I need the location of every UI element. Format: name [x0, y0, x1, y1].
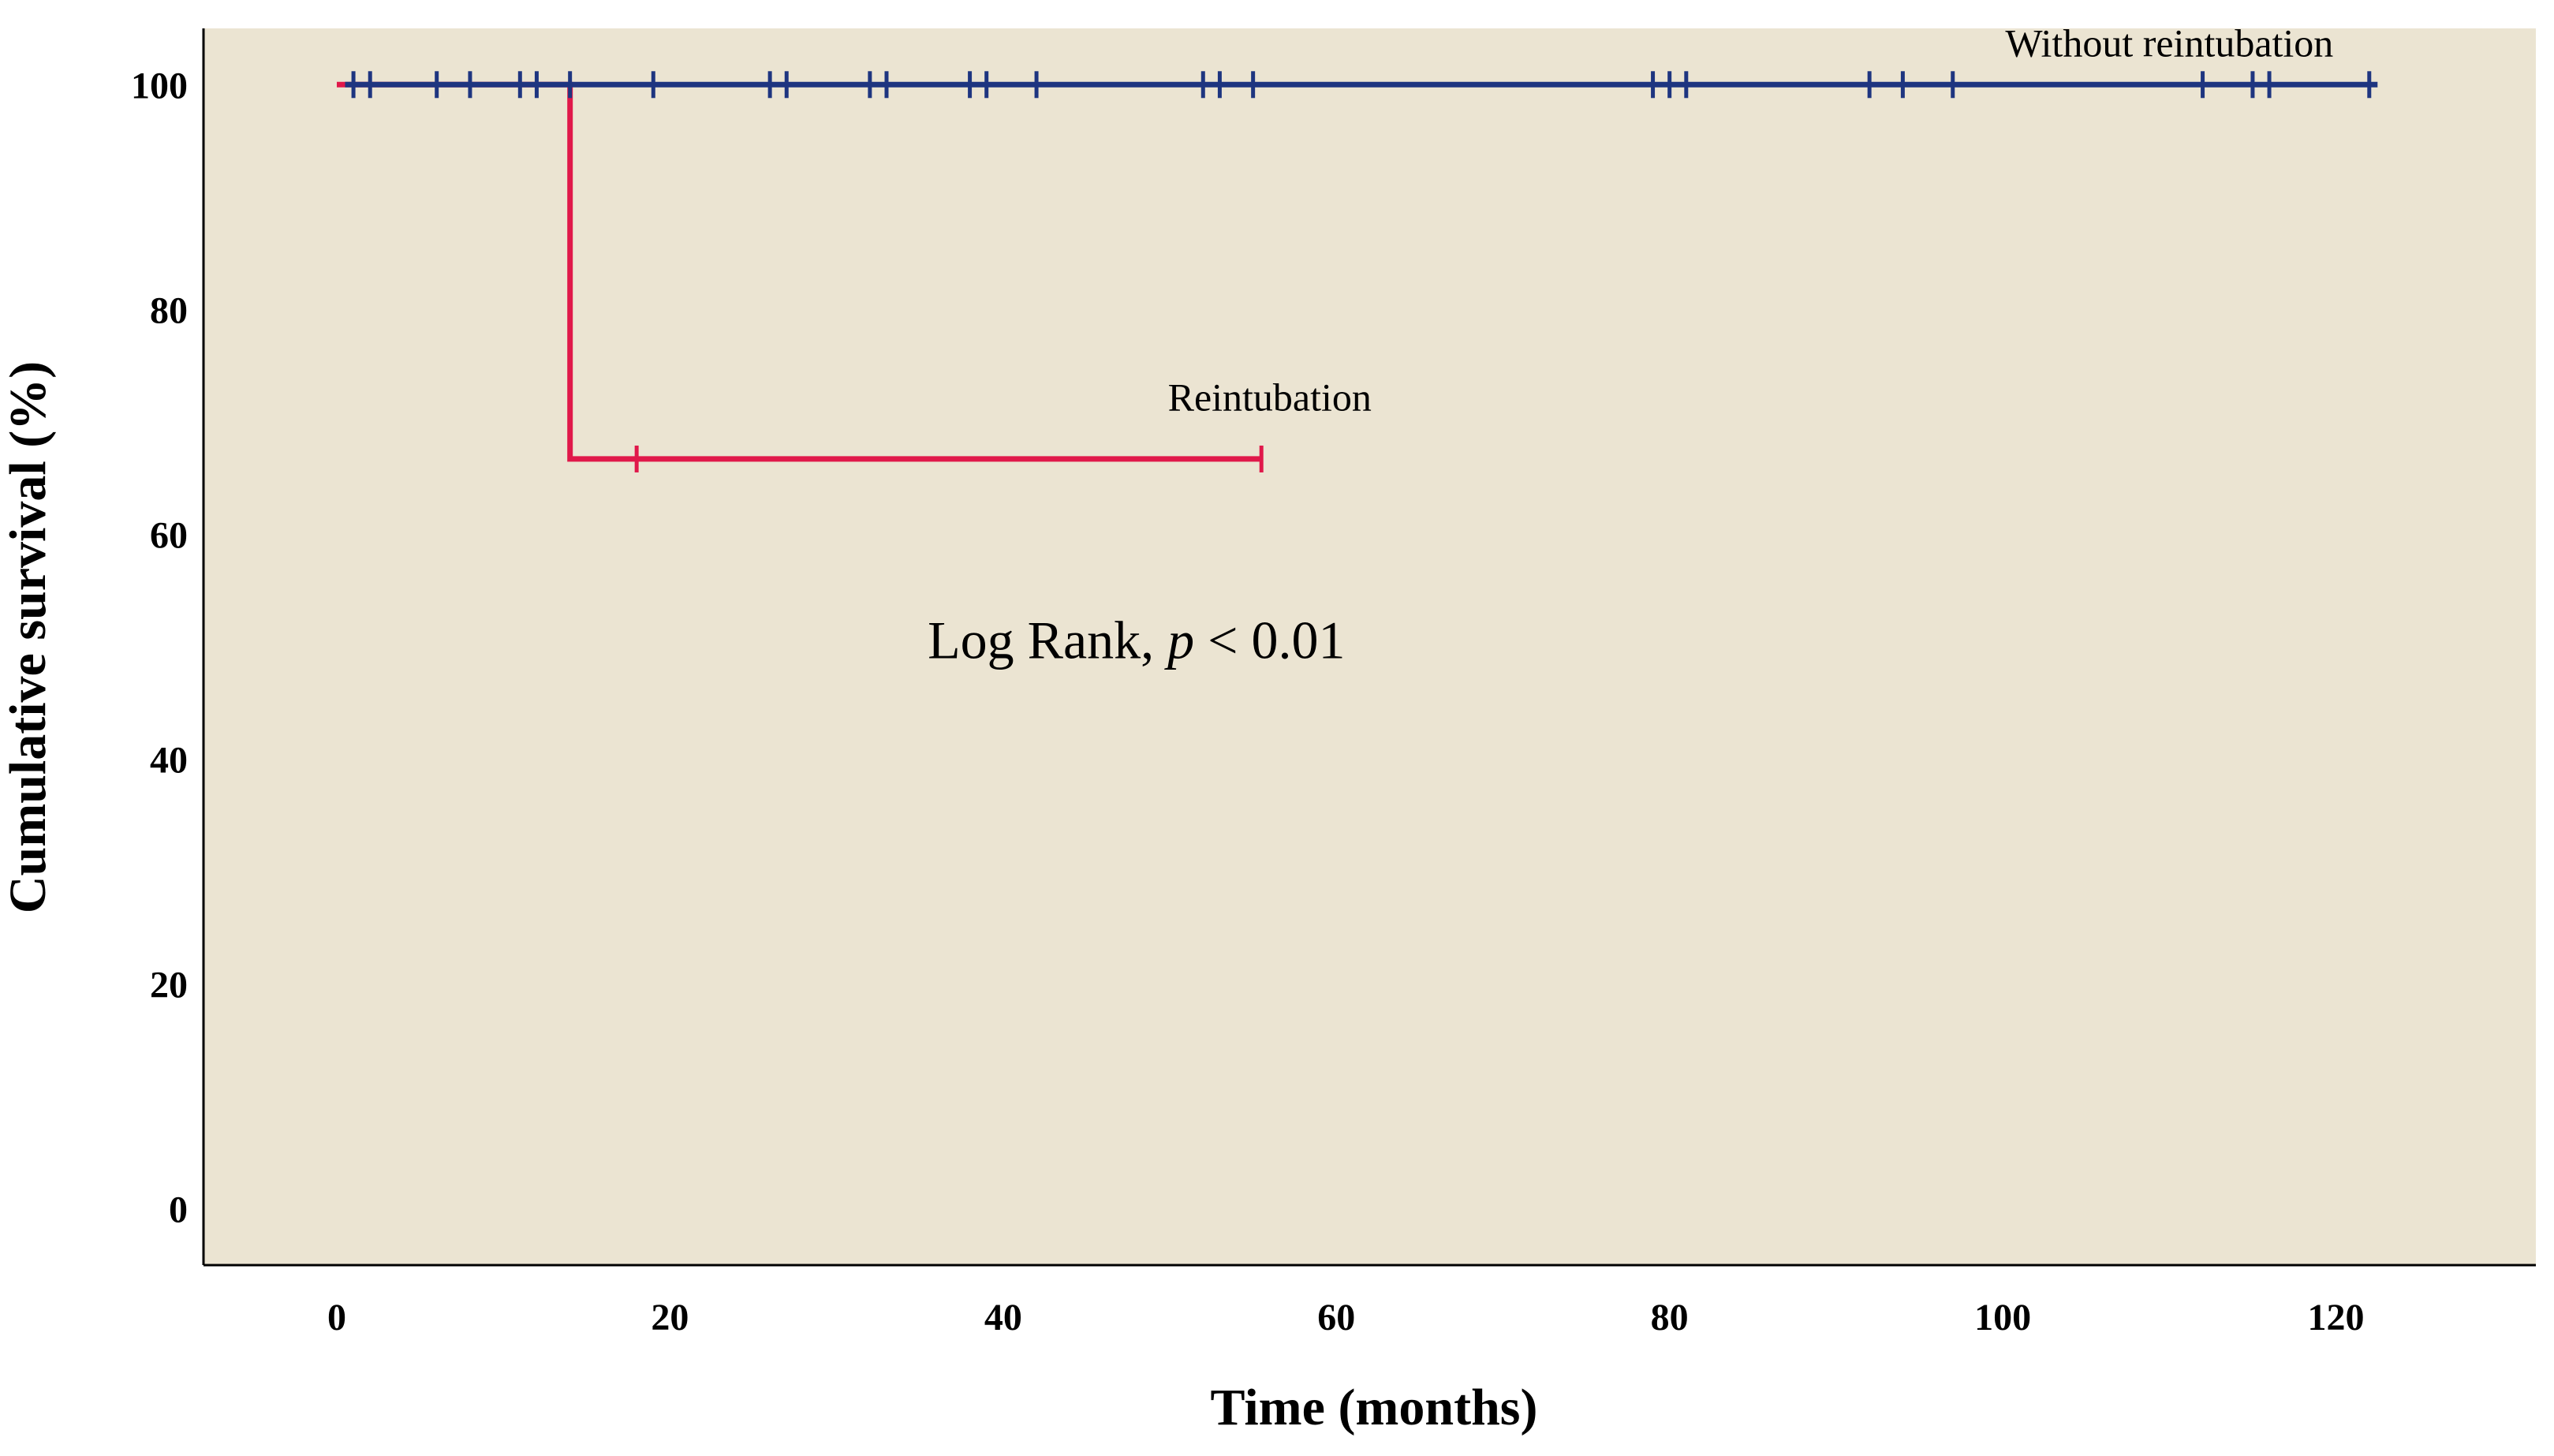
log-rank-annotation: Log Rank, p < 0.01	[928, 610, 1345, 670]
series-label-reintubation: Reintubation	[1168, 375, 1372, 420]
series-layer	[337, 71, 2378, 472]
x-tick-label: 20	[651, 1297, 689, 1338]
y-tick-labels: 0 20 40 60 80 100	[131, 65, 188, 1230]
annotation-suffix: < 0.01	[1194, 610, 1345, 670]
y-tick-label: 20	[150, 965, 188, 1006]
plot-background	[203, 28, 2536, 1265]
x-tick-labels: 0 20 40 60 80 100 120	[327, 1297, 2365, 1338]
x-tick-label: 100	[1974, 1297, 2031, 1338]
y-axis-title: Cumulative survival (%)	[0, 361, 57, 913]
x-axis-title: Time (months)	[1211, 1379, 1538, 1436]
x-tick-label: 40	[984, 1297, 1022, 1338]
series-label-without-reintubation: Without reintubation	[2005, 21, 2333, 65]
annotation-p: p	[1164, 610, 1194, 670]
y-tick-label: 0	[169, 1189, 188, 1231]
y-tick-label: 100	[131, 65, 188, 106]
series-labels: Reintubation Without reintubation	[1168, 21, 2334, 420]
x-tick-label: 60	[1317, 1297, 1355, 1338]
y-tick-label: 60	[150, 514, 188, 556]
y-tick-label: 40	[150, 740, 188, 782]
y-tick-label: 80	[150, 289, 188, 331]
annotation-prefix: Log Rank,	[928, 610, 1167, 670]
x-tick-label: 120	[2308, 1297, 2365, 1338]
x-tick-label: 80	[1651, 1297, 1689, 1338]
x-tick-label: 0	[327, 1297, 346, 1338]
